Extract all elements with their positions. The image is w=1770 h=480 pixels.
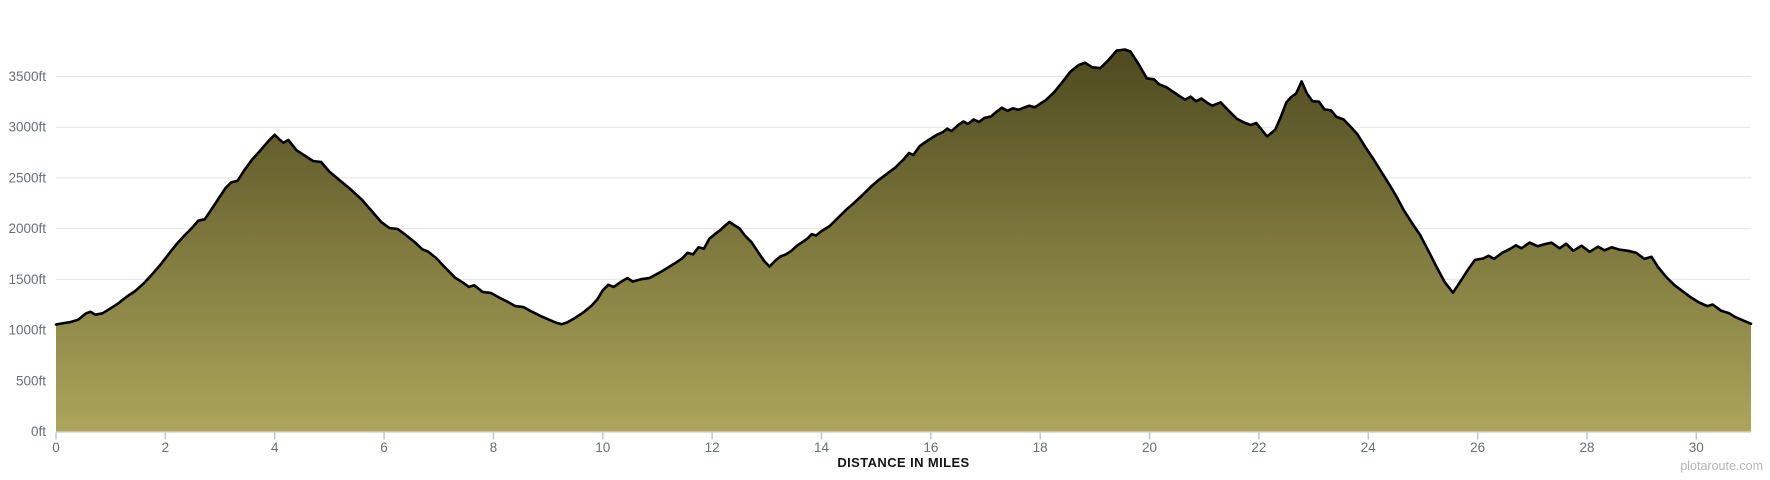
x-axis-tick-label: 0 [52, 440, 60, 455]
x-axis-title: DISTANCE IN MILES [837, 455, 970, 470]
y-axis-tick-label: 3500ft [8, 69, 46, 84]
y-axis-tick-label: 1000ft [8, 323, 46, 338]
y-axis-tick-label: 2000ft [8, 221, 46, 236]
x-axis-tick-label: 12 [705, 440, 720, 455]
y-axis-tick-label: 2500ft [8, 170, 46, 185]
elevation-line [54, 48, 1753, 326]
y-axis-tick-label: 1500ft [8, 272, 46, 287]
y-axis-tick-label: 3000ft [8, 120, 46, 135]
elevation-area [56, 49, 1751, 432]
y-axis-tick-label: 500ft [16, 373, 46, 388]
x-axis-tick-label: 28 [1579, 440, 1594, 455]
x-axis-tick-label: 18 [1033, 440, 1048, 455]
x-axis-tick-label: 26 [1470, 440, 1485, 455]
x-axis-tick-label: 16 [923, 440, 938, 455]
x-axis-tick-label: 22 [1251, 440, 1266, 455]
x-axis-tick-label: 2 [162, 440, 170, 455]
x-axis-tick-label: 14 [814, 440, 830, 455]
x-axis-tick-label: 20 [1142, 440, 1157, 455]
x-axis-tick-label: 24 [1361, 440, 1377, 455]
y-axis-tick-label: 0ft [31, 424, 46, 439]
x-axis-tick-label: 10 [595, 440, 610, 455]
x-axis-tick-label: 8 [490, 440, 498, 455]
watermark-plotaroute: plotaroute.com [1680, 459, 1763, 473]
x-axis-tick-label: 6 [380, 440, 388, 455]
x-axis-tick-label: 30 [1689, 440, 1704, 455]
x-axis-tick-label: 4 [271, 440, 279, 455]
